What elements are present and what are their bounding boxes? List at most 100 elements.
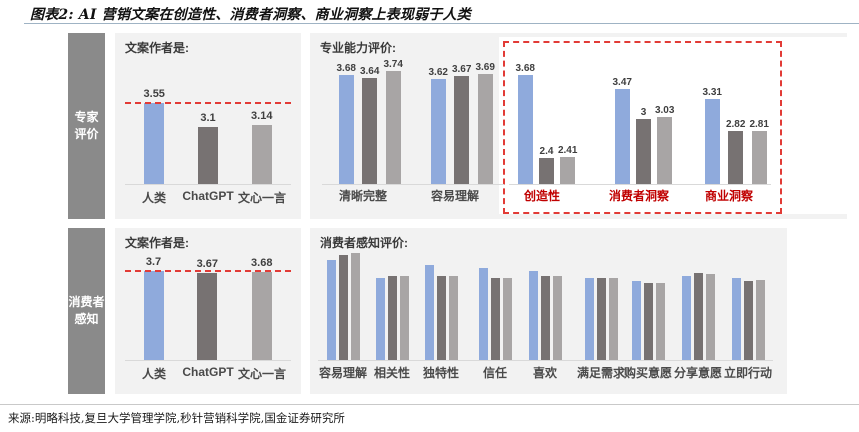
bar [399,276,409,360]
source-divider [0,404,859,405]
category-label: 消费者洞察 [608,189,670,203]
reference-dashed-line [125,102,291,104]
bar-group [424,265,458,360]
value-label: 3.55 [143,87,165,100]
bar [490,278,500,360]
bar [350,253,360,360]
category-label: 创造性 [523,189,561,203]
value-label: 2.4 [539,146,554,157]
bar [584,278,594,360]
bar-group [631,281,665,360]
bar-group [528,271,562,360]
bar [552,276,562,360]
category-label: 容易理解 [430,189,480,203]
row-label-expert: 专家 评价 [68,33,105,219]
bar-group: 3.68 2.4 2.41 [515,63,577,184]
bar [143,271,164,360]
value-label: 2.81 [749,119,769,130]
category-label: ChatGPT [182,189,234,203]
bar [635,119,651,184]
value-label: 3 [640,107,647,118]
axis-baseline [125,184,291,185]
category-label: 人类 [141,367,166,381]
category-label: 人类 [141,191,166,205]
axis-baseline [318,360,773,361]
bar [454,76,470,184]
bar [528,271,538,360]
bar-group: 3.62 3.67 3.69 [429,62,495,184]
category-label: 立即行动 [723,366,773,380]
bar [338,255,348,360]
row-label-expert-text: 专家 评价 [74,110,99,141]
bar [436,276,446,360]
bar-group [478,268,512,360]
panel-consumer-eval: 消费者感知评价: 容易理解 相关性 独特性 信任 喜欢 满足需求 购买意愿 分享意愿 立即行动 [310,228,787,394]
bar [596,278,606,360]
bar-group: 3.31 2.82 2.81 [703,87,769,184]
category-label: 喜欢 [532,366,558,380]
bar-group: 3.47 3 3.03 [612,77,674,184]
bar [705,274,715,360]
bar [144,103,165,184]
row-label-consumer-text: 消费者 感知 [68,295,105,326]
bar [478,268,488,360]
panel-title: 文案作者是: [125,236,189,250]
value-label: 3.1 [200,111,216,124]
value-label: 3.47 [612,77,632,88]
figure-title: 图表2: AI 营销文案在创造性、消费者洞察、商业洞察上表现弱于人类 [30,7,471,23]
value-label: 3.31 [702,87,722,98]
bar [755,280,765,360]
bar [362,78,378,184]
bar [751,131,767,184]
title-divider [24,23,859,24]
panel-expert-author: 文案作者是: 3.55 3.1 3.14 人类 ChatGPT 文心一言 [115,33,301,219]
bar [375,278,385,360]
bar-group: 3.68 3.64 3.74 [337,59,403,184]
bar [743,281,753,360]
source-text: 来源:明略科技,复旦大学管理学院,秒针营销科学院,国金证券研究所 [8,411,345,425]
value-label: 3.62 [428,67,448,78]
category-label: 满足需求 [576,366,626,380]
highlight-dashed-box [503,41,782,214]
bar [197,273,218,360]
value-label: 3.14 [251,109,273,122]
bar [430,79,446,184]
row-label-consumer: 消费者 感知 [68,228,105,394]
bar [560,157,576,184]
bar [540,276,550,360]
axis-baseline [322,184,504,185]
bar [614,89,630,184]
value-label: 3.64 [359,66,380,77]
bar [631,281,641,360]
bar-group [731,278,765,360]
category-label: 独特性 [422,366,460,380]
category-label: 文心一言 [237,191,286,205]
category-label: 购买意愿 [623,366,673,380]
category-label: 清晰完整 [338,189,388,203]
bar [502,278,512,360]
panel-title: 消费者感知评价: [320,236,408,250]
reference-dashed-line [125,270,291,272]
value-label: 3.68 [336,63,356,74]
bar [197,127,218,184]
value-label: 3.68 [515,63,535,74]
value-label: 3.74 [383,59,403,70]
category-label: 分享意愿 [673,366,723,380]
axis-baseline [509,184,771,185]
bar-group [584,278,618,360]
axis-baseline [125,360,291,361]
value-label: 3.68 [251,256,273,269]
bar-group [375,276,409,360]
bar [251,272,272,360]
bar [387,276,397,360]
category-label: ChatGPT [182,365,234,379]
bar [693,273,703,360]
bar [681,276,691,360]
category-label: 相关性 [373,366,411,380]
bar [385,71,401,184]
bar [517,75,533,184]
bar [448,276,458,360]
category-label: 文心一言 [237,367,286,381]
value-label: 3.7 [145,255,162,268]
